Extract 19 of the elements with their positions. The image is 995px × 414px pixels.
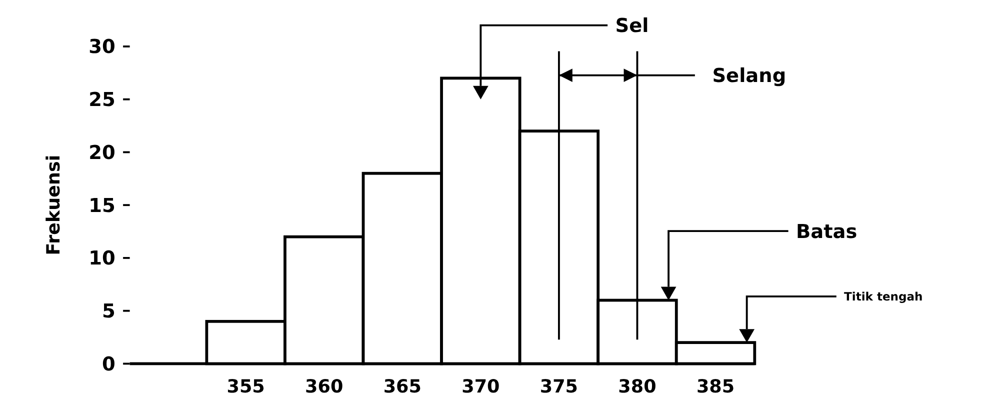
y-tick-label: 5 <box>102 300 116 323</box>
text: Sel <box>615 14 649 38</box>
annotation: Selang <box>712 64 786 88</box>
x-tick-label: 355 <box>226 376 265 398</box>
y-tick-label: 30 <box>88 35 116 58</box>
x-tick-label: 385 <box>696 376 735 398</box>
y-axis-title: Frekuensi <box>44 154 65 256</box>
text: Titik tengah <box>844 289 923 304</box>
x-tick-label: 365 <box>383 376 422 398</box>
y-tick-label: 15 <box>88 194 116 217</box>
y-tick-label: 10 <box>88 246 116 270</box>
x-tick-label: 375 <box>540 376 578 398</box>
y-tick-label: 25 <box>88 88 116 112</box>
y-tick-label: 20 <box>88 140 116 164</box>
x-tick-label: 370 <box>462 376 500 398</box>
x-tick-label: 360 <box>305 376 344 398</box>
text: Batas <box>796 220 858 243</box>
x-tick-label: 380 <box>618 376 656 398</box>
y-tick-label: 0 <box>102 352 116 376</box>
